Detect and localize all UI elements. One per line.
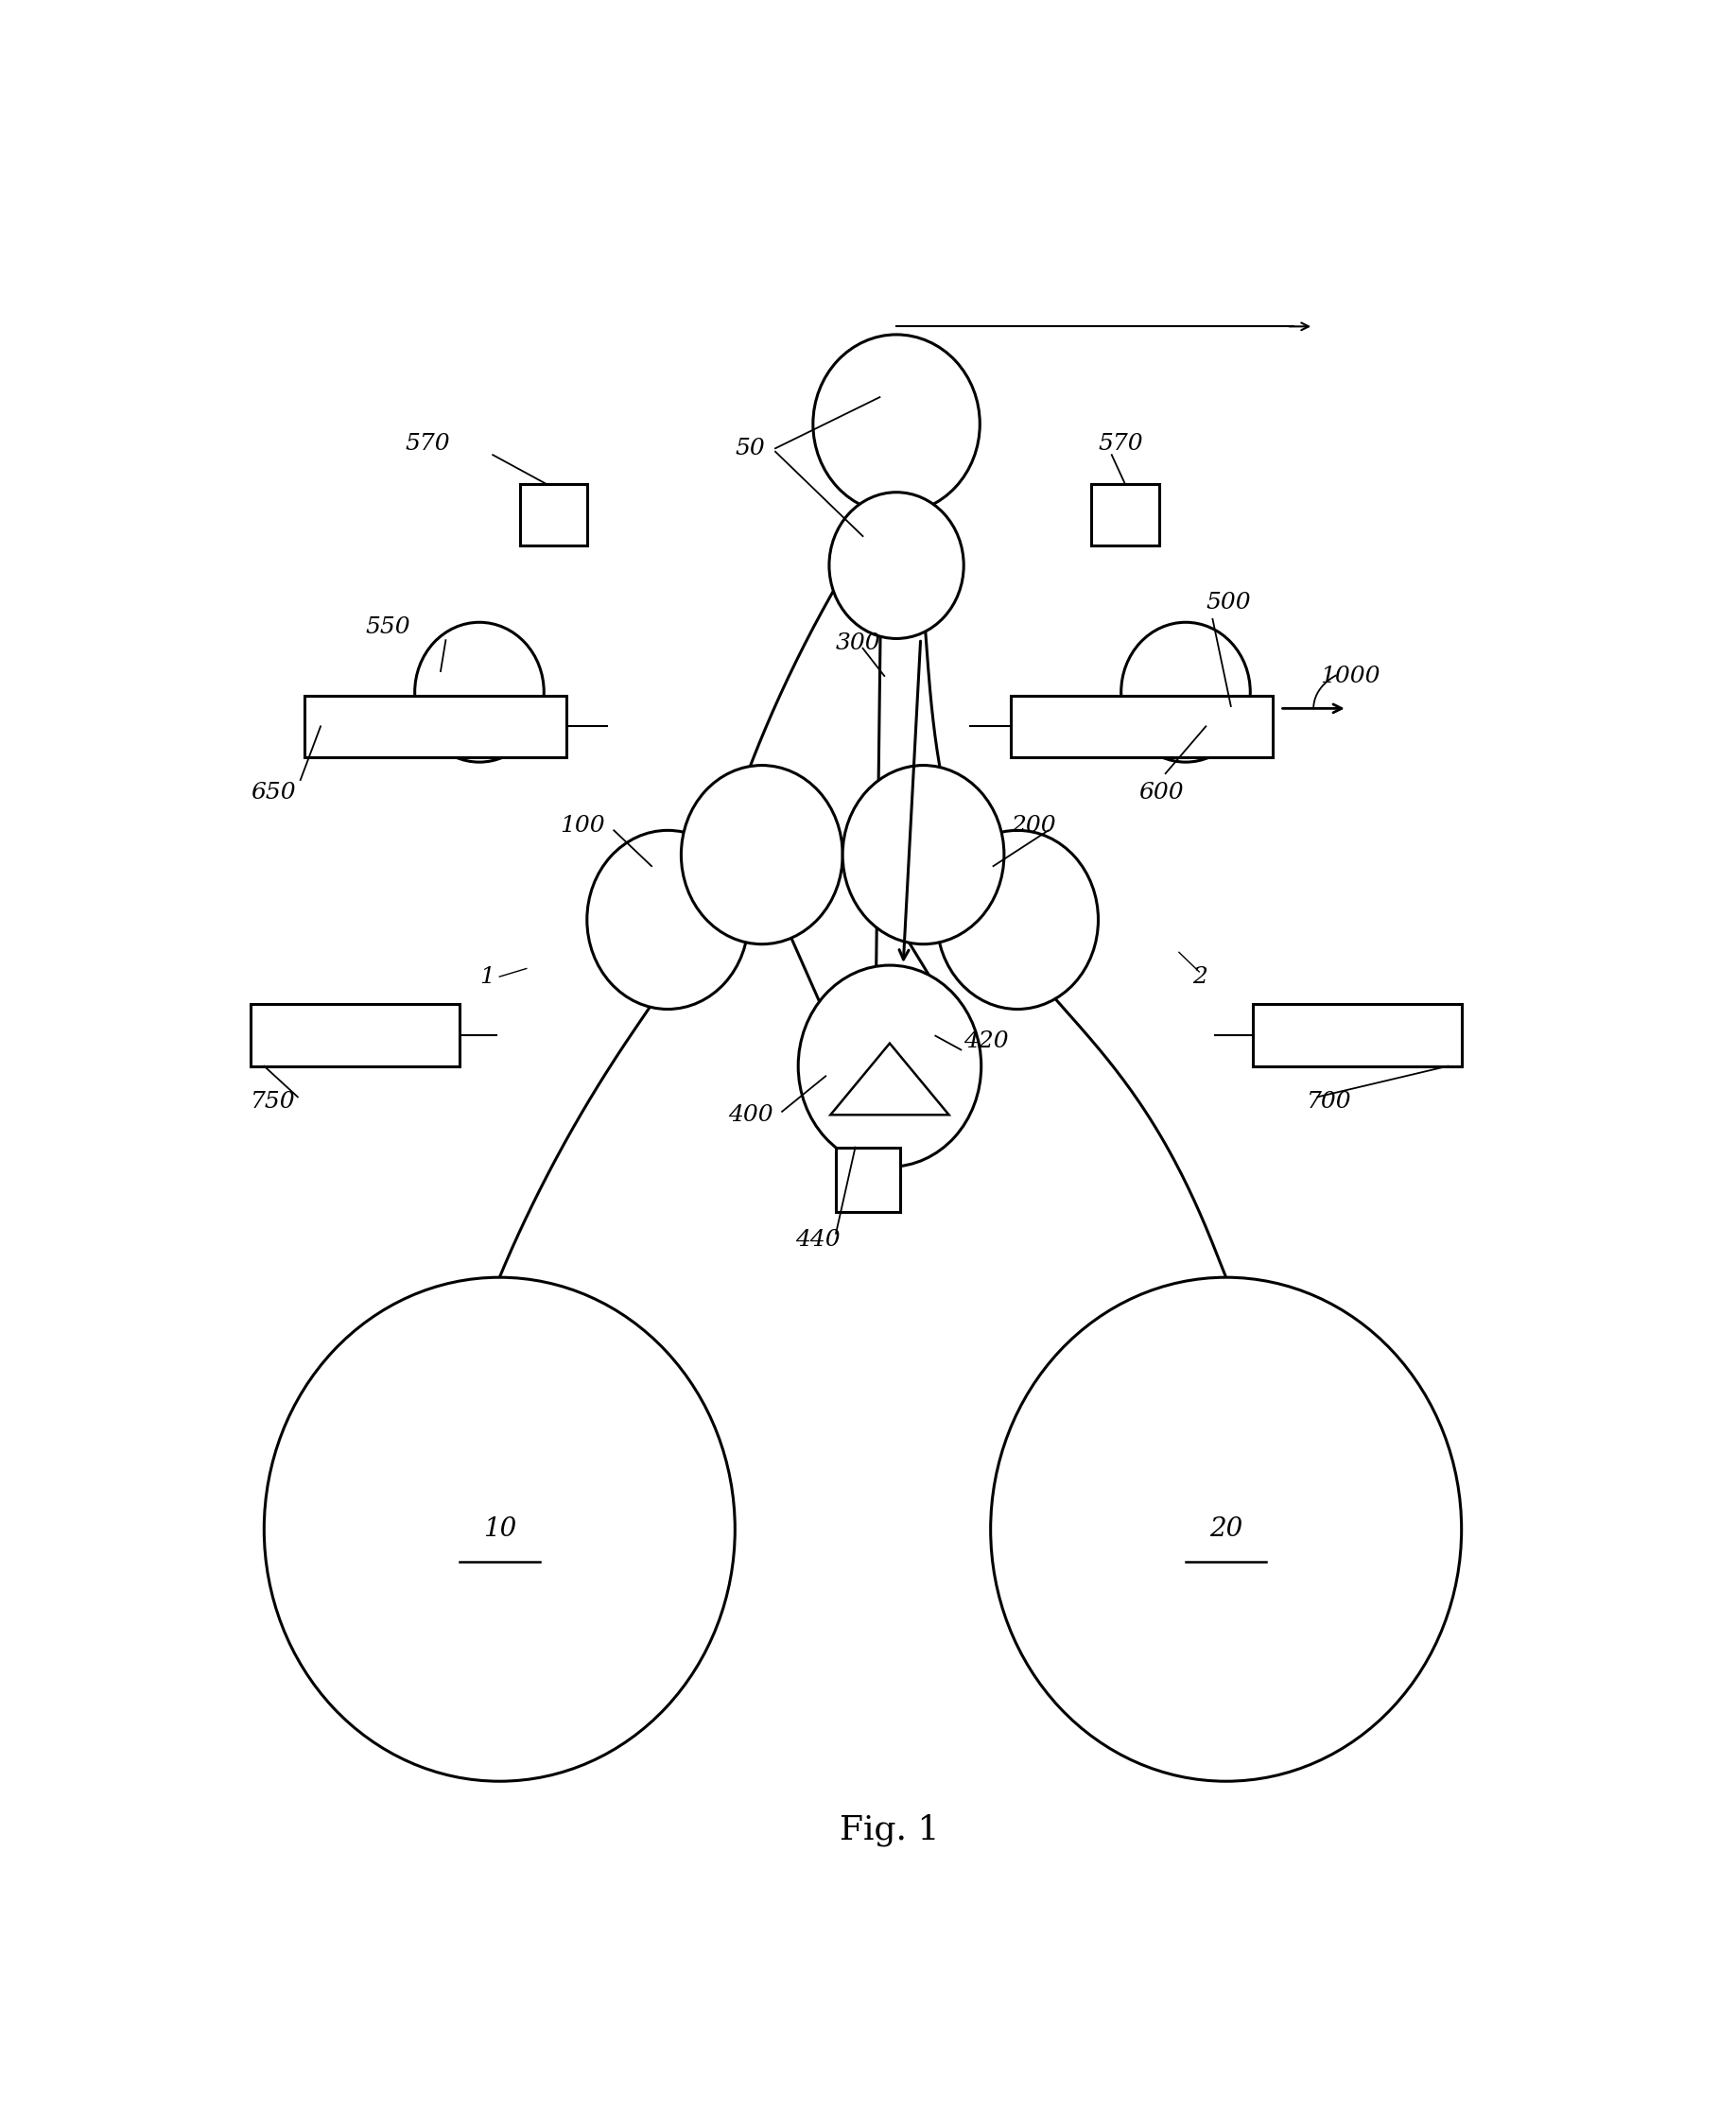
Text: 200: 200	[1010, 815, 1055, 836]
Text: 750: 750	[250, 1091, 295, 1112]
Text: 10: 10	[483, 1516, 516, 1541]
Ellipse shape	[415, 623, 543, 762]
Ellipse shape	[587, 830, 748, 1009]
Ellipse shape	[681, 766, 842, 944]
Text: Fig. 1: Fig. 1	[840, 1813, 939, 1847]
Text: 1000: 1000	[1321, 665, 1380, 686]
Ellipse shape	[830, 492, 963, 638]
Ellipse shape	[937, 830, 1099, 1009]
Ellipse shape	[842, 766, 1003, 944]
Text: 20: 20	[1210, 1516, 1243, 1541]
Text: 420: 420	[963, 1030, 1009, 1053]
Ellipse shape	[1121, 623, 1250, 762]
Ellipse shape	[812, 334, 979, 513]
Text: 2: 2	[1193, 965, 1208, 988]
Text: 700: 700	[1307, 1091, 1352, 1112]
Text: 1: 1	[479, 965, 495, 988]
Text: 650: 650	[250, 781, 295, 804]
Bar	[1253, 1005, 1462, 1066]
Bar	[304, 695, 568, 758]
Text: 50: 50	[734, 437, 766, 460]
Text: 600: 600	[1139, 781, 1184, 804]
Ellipse shape	[799, 965, 981, 1167]
Bar	[837, 1148, 901, 1212]
Bar	[1010, 695, 1272, 758]
Text: 300: 300	[837, 633, 880, 654]
Text: 100: 100	[561, 815, 606, 836]
Bar	[250, 1005, 458, 1066]
Text: 570: 570	[1099, 433, 1144, 454]
Text: 440: 440	[795, 1229, 840, 1252]
Text: 400: 400	[729, 1104, 773, 1125]
Text: 550: 550	[365, 616, 410, 638]
Ellipse shape	[991, 1277, 1462, 1782]
Ellipse shape	[264, 1277, 734, 1782]
Polygon shape	[830, 1043, 950, 1115]
Bar	[1092, 483, 1160, 547]
Text: 570: 570	[406, 433, 450, 454]
Text: 500: 500	[1207, 591, 1252, 614]
Bar	[519, 483, 587, 547]
